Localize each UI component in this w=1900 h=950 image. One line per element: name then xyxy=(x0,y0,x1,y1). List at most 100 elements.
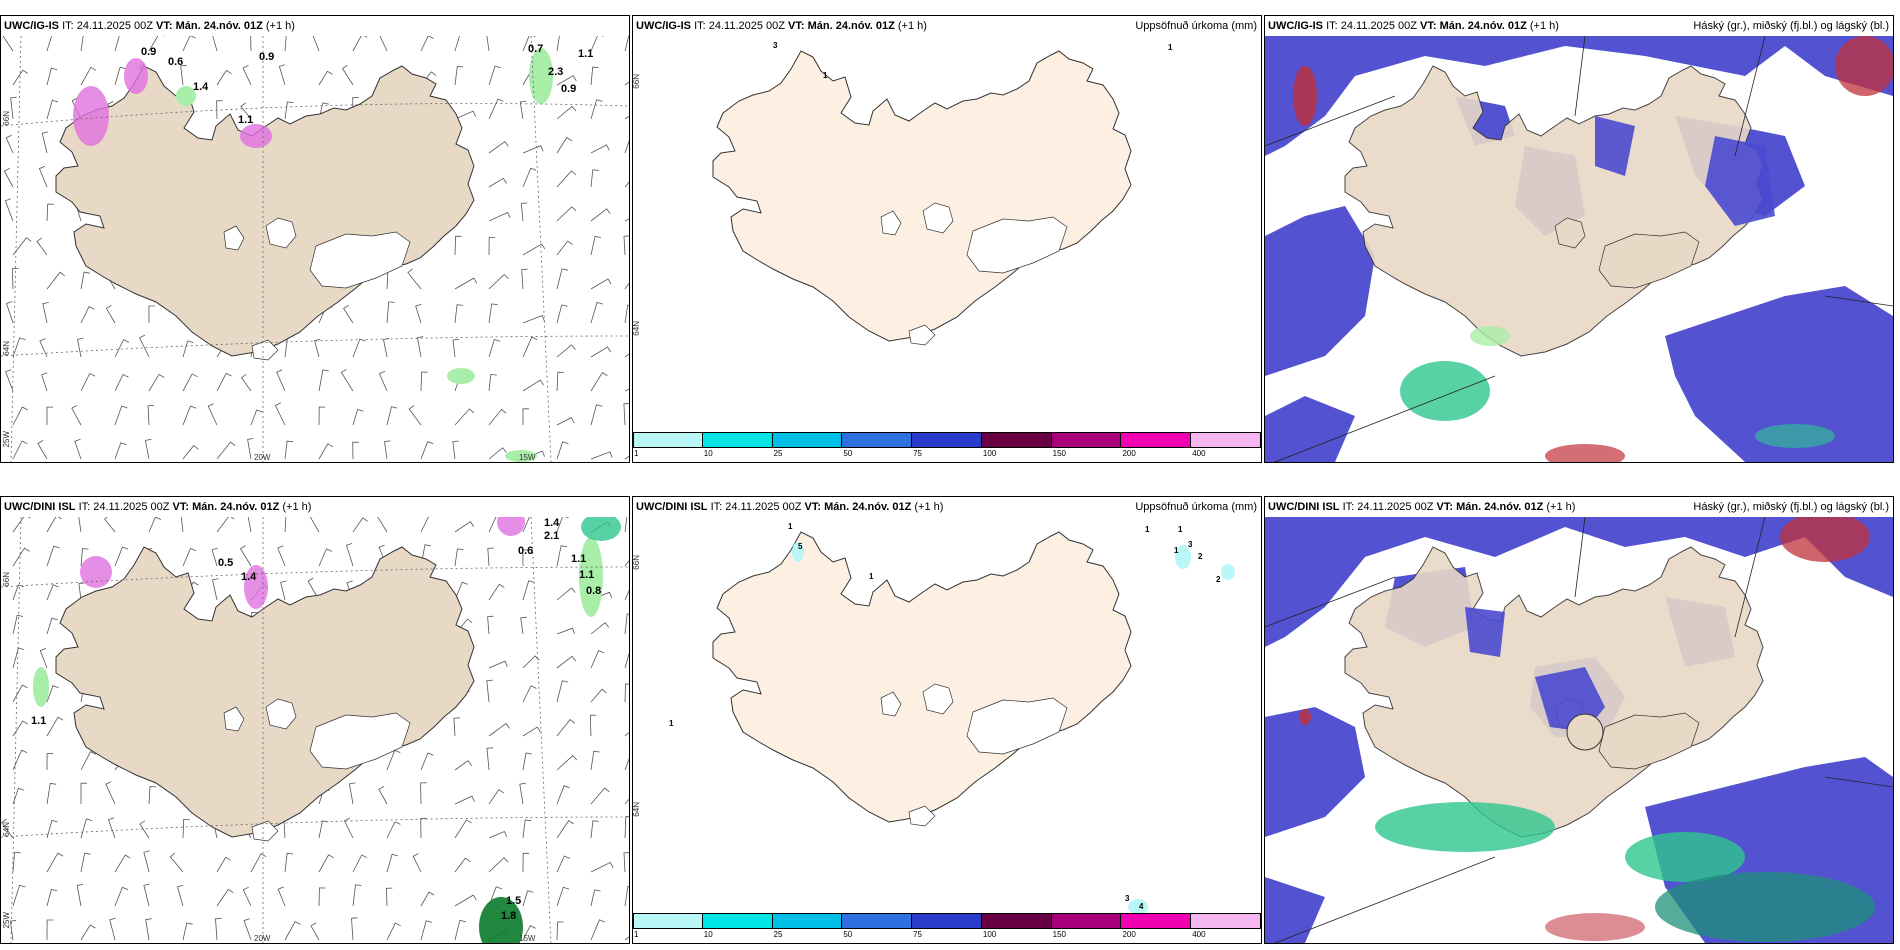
wind-barb xyxy=(12,440,28,460)
wind-barb xyxy=(386,821,401,839)
wind-barb xyxy=(211,547,218,567)
value-label: 2 xyxy=(1198,552,1203,561)
wind-barb xyxy=(343,817,354,839)
colorbar-swatch xyxy=(1051,913,1122,929)
wind-barb xyxy=(521,268,528,290)
value-label: 3 xyxy=(773,41,778,50)
wind-barb xyxy=(36,237,48,256)
colorbar-label: 10 xyxy=(703,930,713,939)
colorbar-label: 100 xyxy=(982,930,997,939)
wind-barb xyxy=(182,373,198,392)
wind-barb xyxy=(318,70,333,86)
value-label: 2.3 xyxy=(548,66,564,78)
value-label: 1 xyxy=(788,522,793,531)
wind-barb xyxy=(590,622,610,635)
wind-barb xyxy=(104,517,116,533)
wind-barb xyxy=(556,75,577,86)
wind-barb xyxy=(284,517,287,533)
wind-barb xyxy=(46,753,54,771)
value-label: 0.9 xyxy=(561,83,577,95)
value-label: 1.1 xyxy=(571,553,587,565)
colorbar-swatch xyxy=(1121,913,1192,929)
valid-time: VT: Mán. 24.nóv. 01Z xyxy=(156,20,263,32)
wind-barb xyxy=(522,549,529,567)
wind-barb xyxy=(522,36,536,52)
panel-wind-dini: UWC/DINI ISL IT: 24.11.2025 00Z VT: Mán.… xyxy=(0,496,630,944)
wind-barb xyxy=(5,134,14,154)
cloud-map xyxy=(1265,36,1893,462)
wind-barb xyxy=(2,36,14,52)
precip-colorbar: 1 10 25 50 75 100 150 200 400 xyxy=(633,913,1261,943)
wind-barb xyxy=(522,408,529,425)
wind-barb xyxy=(488,237,496,256)
wind-barb xyxy=(454,548,464,567)
init-time: IT: 24.11.2025 00Z xyxy=(62,20,153,32)
wind-barb xyxy=(522,685,537,703)
wind-barb xyxy=(386,301,395,324)
wind-barb xyxy=(407,268,422,290)
wind-barb xyxy=(590,820,599,839)
wind-barb xyxy=(38,165,48,188)
colorbar-swatch xyxy=(981,913,1052,929)
value-label: 1 xyxy=(1178,525,1183,534)
wind-barb xyxy=(378,370,388,392)
wind-barb xyxy=(46,203,54,222)
wind-barb xyxy=(487,547,494,567)
colorbar-swatch xyxy=(912,432,982,448)
wind-barb xyxy=(182,445,199,460)
panel-header: UWC/IG-IS IT: 24.11.2025 00Z VT: Mán. 24… xyxy=(1265,16,1893,36)
wind-barb xyxy=(105,304,116,324)
model-name: UWC/DINI ISL xyxy=(4,501,76,513)
wind-barb xyxy=(39,648,48,669)
wind-barb xyxy=(590,169,599,188)
wind-barb xyxy=(284,920,301,941)
wind-barb xyxy=(284,852,294,873)
wind-barb xyxy=(352,408,364,426)
wind-barb xyxy=(420,441,434,460)
panel-header: UWC/DINI ISL IT: 24.11.2025 00Z VT: Mán.… xyxy=(1265,497,1893,517)
value-label: 1.5 xyxy=(506,895,522,907)
wind-barb xyxy=(454,760,472,771)
wind-barb xyxy=(556,820,574,839)
wind-barb xyxy=(488,211,511,222)
lead-time: (+1 h) xyxy=(1529,20,1559,32)
wind-barb xyxy=(556,417,575,426)
wind-barb xyxy=(318,548,333,567)
wind-barb xyxy=(556,517,569,533)
wind-barb xyxy=(143,883,150,907)
wind-barb xyxy=(624,517,628,533)
value-label: 5 xyxy=(798,542,803,551)
value-label: 1 xyxy=(869,572,874,581)
wind-barb xyxy=(148,373,165,392)
wind-barb xyxy=(345,543,354,567)
init-time: IT: 24.11.2025 00Z xyxy=(78,501,170,513)
panel-right-title: Uppsöfnuð úrkoma (mm) xyxy=(1135,20,1257,32)
lat-tick: 64N xyxy=(632,321,641,336)
value-label: 3 xyxy=(1188,540,1193,549)
wind-barb xyxy=(556,886,570,907)
wind-barb xyxy=(487,615,494,635)
wind-barb xyxy=(352,884,362,907)
wind-barb xyxy=(114,405,128,426)
wind-barb xyxy=(488,177,507,188)
value-label: 1.4 xyxy=(241,571,257,583)
wind-barb xyxy=(420,782,427,805)
wind-barb xyxy=(454,857,471,873)
colorbar-swatch xyxy=(702,432,773,448)
wind-barb xyxy=(144,438,152,460)
wind-barb xyxy=(590,404,603,426)
colorbar-label: 25 xyxy=(773,930,783,939)
wind-barb xyxy=(240,373,252,392)
wind-barb xyxy=(80,818,93,839)
wind-barb xyxy=(408,405,422,426)
wind-barb xyxy=(216,69,232,86)
value-label: 0.5 xyxy=(218,557,234,569)
wind-barb xyxy=(522,752,532,771)
wind-barb xyxy=(420,36,434,52)
wind-barb xyxy=(590,235,601,256)
wind-barb xyxy=(420,817,427,839)
wind-barb xyxy=(46,819,58,839)
wind-barb xyxy=(76,884,84,907)
wind-barb xyxy=(114,339,130,358)
wind-barb xyxy=(80,751,97,771)
